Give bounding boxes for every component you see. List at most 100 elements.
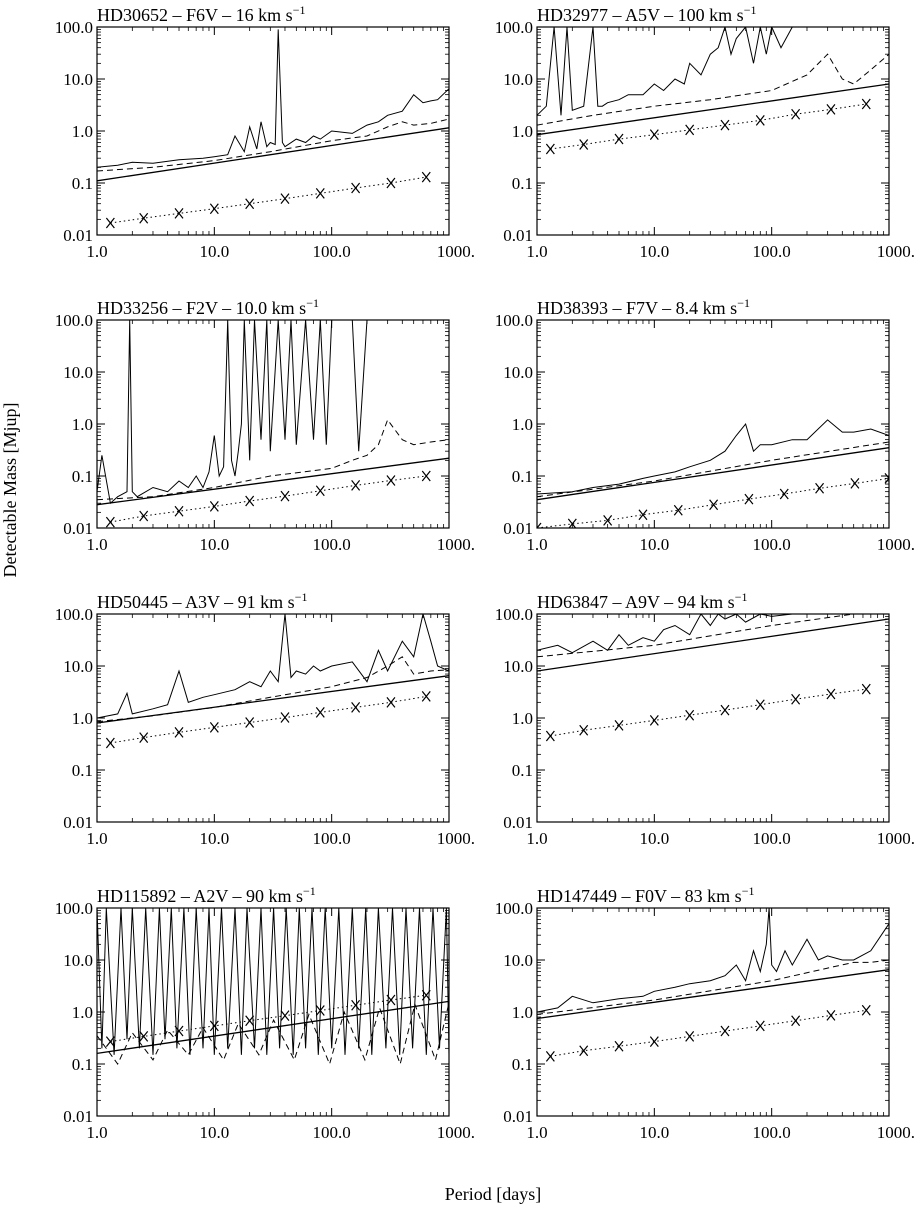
cross-marker [105,1036,115,1047]
cross-marker [351,999,361,1011]
cross-marker [861,683,871,695]
plot-frame [536,26,890,236]
cross-marker [755,1020,765,1032]
series-fit-line [97,1000,449,1055]
x-tick-label: 1.0 [86,242,107,261]
y-tick-label: 0.01 [63,1107,93,1126]
y-tick-label: 0.1 [512,1055,533,1074]
panel-title-unit-exponent: −1 [293,3,306,17]
y-tick-label: 1.0 [512,415,533,434]
series-fit-line [97,457,449,506]
cross-marker [603,515,613,526]
panel-hd147449: HD147449 – F0V – 83 km s−1 1.0 10.0 100.0 10… [495,884,915,1142]
series-crosses-line [110,475,427,523]
series-fit-line [537,83,889,136]
cross-marker [685,709,695,721]
series-dashed-line [97,418,449,501]
series-solid-line [97,320,449,505]
x-tick-label: 1000. [437,242,475,261]
x-tick-label: 10.0 [199,242,229,261]
cross-marker [421,470,431,482]
y-tick-label: 10.0 [63,657,93,676]
y-tick-label: 100.0 [55,899,93,918]
series-fit-line [97,127,449,182]
series-crosses-line [110,695,427,744]
panel-title-unit-exponent: −1 [735,590,748,604]
cross-marker [174,1025,184,1037]
cross-marker [579,139,589,150]
series-solid-line [537,614,889,654]
cross-marker [649,715,659,726]
panels: HD30652 – F6V – 16 km s−1 1.0 10.0 100.0 100… [55,3,915,1142]
cross-marker [545,1051,555,1062]
panel-title: HD30652 – F6V – 16 km s−1 [97,3,305,25]
cross-marker [351,182,361,194]
cross-marker [386,177,396,189]
series-solid-line [97,29,449,168]
cross-marker [614,133,624,145]
series-fit-line [537,969,889,1020]
panel-title: HD147449 – F0V – 83 km s−1 [537,884,754,906]
cross-marker [826,104,836,115]
cross-marker [850,478,860,489]
x-tick-label: 1000. [437,1123,475,1142]
series-solid-line [97,908,449,1055]
x-tick-label: 1000. [437,829,475,848]
x-tick-label: 10.0 [639,535,669,554]
panel-title-unit-exponent: −1 [744,3,757,17]
series-group [97,614,449,749]
y-tick-label: 0.1 [512,761,533,780]
cross-marker [791,693,801,705]
x-tick-label: 1000. [437,535,475,554]
cross-marker [815,482,825,494]
cross-marker [614,1040,624,1052]
panel-hd33256: HD33256 – F2V – 10.0 km s−1 1.0 10.0 100.0 1… [55,296,475,554]
cross-marker [174,505,184,517]
cross-marker [884,473,889,484]
cross-marker [209,203,219,215]
series-fit-line [97,675,449,724]
cross-marker [245,198,255,210]
cross-marker [105,516,115,528]
series-crosses-line [550,688,867,737]
series-fit-line [537,618,889,672]
x-tick-label: 100.0 [753,829,791,848]
series-crosses-line [110,994,427,1043]
cross-marker [779,488,789,500]
series-solid-line [537,908,889,1013]
y-tick-label: 100.0 [495,605,533,624]
y-tick-label: 10.0 [503,657,533,676]
y-tick-label: 100.0 [55,605,93,624]
series-solid-line [537,419,889,495]
cross-marker [649,129,659,141]
panel-title-unit-exponent: −1 [742,884,755,898]
cross-marker [709,499,719,511]
cross-marker [861,1004,871,1016]
x-tick-label: 1000. [877,535,915,554]
panel-title: HD32977 – A5V – 100 km s−1 [537,3,756,25]
y-tick-label: 1.0 [72,415,93,434]
cross-marker [209,1020,219,1032]
cross-marker [105,737,115,749]
y-tick-label: 100.0 [55,311,93,330]
cross-marker [579,724,589,736]
y-tick-label: 0.01 [503,813,533,832]
series-crosses-line [550,1009,867,1057]
panel-title: HD115892 – A2V – 90 km s−1 [97,884,316,906]
y-tick-label: 0.01 [503,519,533,538]
panel-title: HD50445 – A3V – 91 km s−1 [97,590,307,612]
y-tick-label: 1.0 [512,122,533,141]
cross-marker [861,98,871,110]
x-tick-label: 10.0 [639,242,669,261]
series-group [97,908,449,1066]
cross-marker [685,124,695,136]
cross-marker [139,212,149,224]
y-tick-label: 0.1 [512,174,533,193]
series-group [537,419,889,528]
panel-title-unit-exponent: −1 [737,296,750,310]
panel-title-text: HD115892 – A2V – 90 km s [97,886,303,906]
cross-marker [280,1010,290,1022]
series-crosses-line [110,176,427,224]
panel-title-text: HD38393 – F7V – 8.4 km s [537,298,737,318]
cross-marker [649,1036,659,1047]
